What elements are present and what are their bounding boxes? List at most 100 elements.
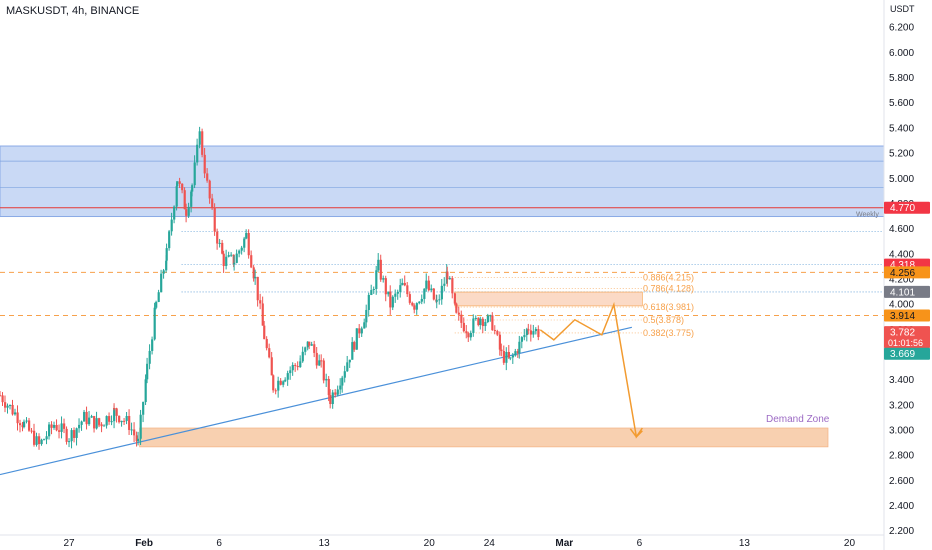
candle-body xyxy=(348,359,351,363)
candle-body xyxy=(423,288,426,299)
candle-body xyxy=(45,436,48,440)
candle-body xyxy=(472,318,475,333)
candle-body xyxy=(123,420,126,422)
candle-body xyxy=(372,288,375,291)
candle-body xyxy=(19,423,22,426)
candle-body xyxy=(467,333,470,338)
candle-body xyxy=(375,270,378,289)
candle-body xyxy=(50,424,53,428)
time-axis-tick: 13 xyxy=(319,538,331,549)
candle-body xyxy=(527,329,530,331)
candle-body xyxy=(367,294,370,310)
candle-body xyxy=(491,315,494,331)
price-tag-label: 4.770 xyxy=(890,203,915,214)
candle-body xyxy=(191,185,194,192)
candle-body xyxy=(469,332,472,338)
candle-body xyxy=(70,430,73,442)
candle-body xyxy=(396,291,399,294)
candle-body xyxy=(261,303,264,326)
candle-body xyxy=(343,371,346,378)
candle-body xyxy=(148,350,151,364)
candle-body xyxy=(331,392,334,405)
candle-body xyxy=(277,380,280,391)
candle-body xyxy=(6,405,9,408)
candle-body xyxy=(265,338,268,349)
candle-body xyxy=(315,352,318,366)
fib-level-label: 0.618(3.981) xyxy=(643,302,694,312)
candle-body xyxy=(187,206,190,216)
candle-body xyxy=(11,404,14,415)
candle-body xyxy=(113,408,116,422)
candle-body xyxy=(30,430,33,432)
candle-body xyxy=(115,408,118,416)
candle-body xyxy=(243,238,246,248)
candle-body xyxy=(162,270,165,274)
candle-body xyxy=(299,361,302,368)
candle-body xyxy=(529,330,533,335)
price-axis-unit: USDT xyxy=(890,4,915,14)
candle-body xyxy=(155,301,158,308)
candle-body xyxy=(462,322,465,332)
candle-body xyxy=(537,329,540,338)
candle-body xyxy=(254,276,257,279)
candle-body xyxy=(80,421,83,425)
candle-body xyxy=(263,325,266,339)
candle-body xyxy=(427,280,430,291)
candle-body xyxy=(222,253,225,266)
candle-body xyxy=(118,415,121,423)
price-axis-tick: 5.600 xyxy=(889,98,914,109)
candle-body xyxy=(63,423,66,429)
candle-body xyxy=(165,248,168,261)
candle-body xyxy=(274,390,277,392)
candle-body xyxy=(415,303,418,310)
time-axis-tick: 6 xyxy=(637,538,643,549)
candle-body xyxy=(252,267,255,279)
candle-body xyxy=(33,430,36,445)
resistance-zone xyxy=(0,145,885,218)
candle-body xyxy=(322,360,325,381)
price-tag-label: 4.318 xyxy=(890,260,915,271)
candle-body xyxy=(53,424,56,428)
candle-body xyxy=(133,429,136,436)
candle-body xyxy=(137,438,140,442)
candle-body xyxy=(474,317,477,319)
candle-body xyxy=(518,341,521,354)
candle-body xyxy=(170,219,173,232)
candle-body xyxy=(85,411,88,425)
candle-body xyxy=(55,424,58,431)
candle-body xyxy=(296,366,299,368)
candle-body xyxy=(406,285,409,295)
candle-body xyxy=(176,181,179,187)
candle-body xyxy=(206,173,209,181)
candle-body xyxy=(110,421,113,423)
candle-body xyxy=(139,414,142,439)
candle-body xyxy=(514,351,517,356)
candle-body xyxy=(88,417,91,425)
candle-body xyxy=(83,411,86,422)
candle-body xyxy=(523,335,526,338)
weekly-label: Weekly xyxy=(856,212,879,219)
candle-body xyxy=(313,344,316,353)
projection-arrowhead xyxy=(629,428,643,438)
candle-body xyxy=(484,322,487,327)
candle-body xyxy=(113,408,116,410)
price-axis-tick: 5.200 xyxy=(889,149,914,160)
candle-body xyxy=(16,412,19,424)
candle-body xyxy=(272,375,275,391)
candle-body xyxy=(289,370,292,374)
price-tag-label: 3.669 xyxy=(890,349,915,360)
candle-body xyxy=(325,378,328,381)
price-axis-tick: 4.600 xyxy=(889,224,914,235)
candle-body xyxy=(168,231,171,249)
candle-body xyxy=(446,271,449,280)
candle-body xyxy=(301,351,304,362)
time-axis-tick: 6 xyxy=(216,538,222,549)
candle-body xyxy=(190,191,193,207)
candle-body xyxy=(382,278,385,280)
candle-body xyxy=(157,292,160,302)
candle-body xyxy=(430,288,433,291)
price-axis-tick: 2.800 xyxy=(889,451,914,462)
candle-body xyxy=(216,231,219,244)
candle-body xyxy=(130,429,133,431)
